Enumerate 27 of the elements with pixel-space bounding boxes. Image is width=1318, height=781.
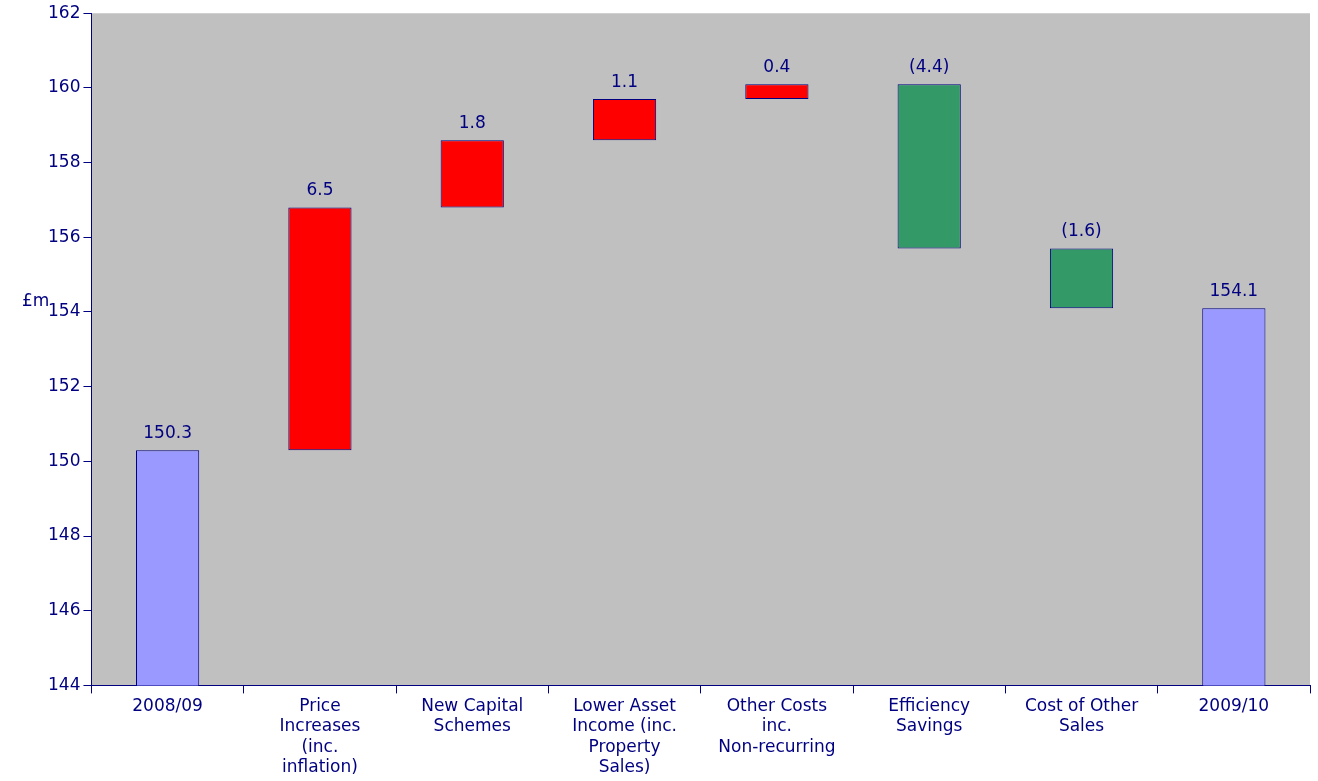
x-tick-label: Lower Asset Income (inc. Property Sales) [572,695,677,777]
x-tick-label: Efficiency Savings [888,695,971,736]
x-tick-label: Price Increases (inc. inflation) [279,695,361,777]
y-axis-title: £m [22,289,50,310]
y-tick-label: 154 [47,300,81,321]
data-label: 150.3 [143,422,192,443]
x-tick-label: Other Costs inc. Non-recurring [718,695,836,756]
data-label: 154.1 [1209,280,1259,301]
y-tick-label: 160 [47,76,81,97]
x-tick-label: 2008/09 [132,695,203,716]
y-tick-label: 150 [47,449,81,470]
x-tick-label: 2009/10 [1198,695,1270,716]
y-tick-label: 146 [47,599,81,620]
y-tick-label: 148 [47,524,81,545]
y-tick-label: 162 [47,1,81,22]
data-label: 1.1 [611,71,639,92]
data-label: 0.4 [763,56,791,77]
y-tick-label: 158 [47,151,81,171]
y-tick-label: 152 [47,375,81,396]
y-tick-label: 156 [47,225,81,246]
x-tick-label: Cost of Other Sales [1024,695,1139,736]
data-label: (4.4) [909,56,950,77]
data-label: (1.6) [1061,220,1102,241]
y-tick-label: 144 [47,673,81,694]
data-label: 6.5 [306,179,334,200]
data-label: 1.8 [458,112,486,133]
x-tick-label: New Capital Schemes [421,695,524,736]
